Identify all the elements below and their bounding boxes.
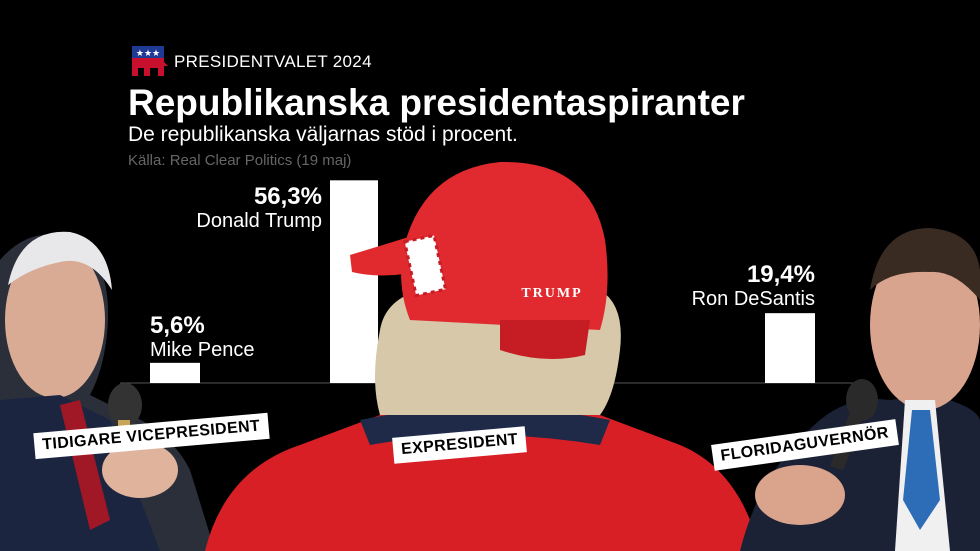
flag-icon [402,233,448,298]
chart-title: Republikanska presidentaspiranter [128,82,745,123]
republican-elephant-icon: ★★★ [132,46,168,76]
pence-photo [0,231,215,551]
bar-mike-pence [150,362,200,383]
labels-group: 5,6%Mike Pence 56,3%Donald Trump 19,4%Ron … [150,183,815,361]
category-label: Donald Trump [196,210,322,232]
bar-ron-desantis [765,313,815,383]
chart-source: Källa: Real Clear Politics (19 maj) [128,152,352,169]
kicker-row: ★★★ PRESIDENTVALET 2024 [128,42,372,82]
bars-group [150,180,815,383]
value-label: 19,4% [747,261,815,288]
chart-subtitle: De republikanska väljarnas stöd i procen… [128,123,518,146]
category-label: Mike Pence [150,339,255,361]
trump-photo: TRUMP [205,161,760,551]
desantis-photo [740,228,980,551]
bar-donald-trump [330,180,378,383]
value-label: 5,6% [150,312,205,339]
value-label: 56,3% [254,183,322,210]
cap-text: TRUMP [521,286,582,301]
kicker-text: PRESIDENTVALET 2024 [174,52,372,71]
category-label: Ron DeSantis [692,288,815,310]
svg-text:★★★: ★★★ [136,49,160,59]
